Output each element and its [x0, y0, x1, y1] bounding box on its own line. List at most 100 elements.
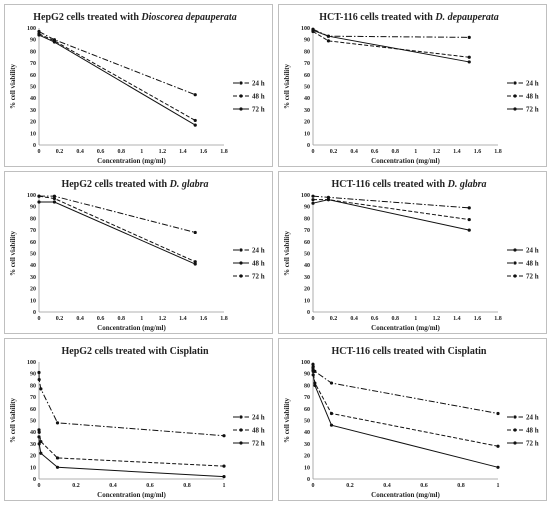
chart-title-part: HCT-116 cells treated with — [331, 179, 447, 190]
series-line — [38, 429, 225, 467]
legend-label: 24 h — [252, 247, 265, 255]
x-tick-label: 0.4 — [109, 483, 117, 489]
x-tick-label: 1.6 — [200, 316, 208, 322]
y-tick-label: 80 — [304, 49, 310, 55]
data-point — [326, 195, 331, 199]
data-point — [37, 377, 41, 382]
x-axis-label: Concentration (mg/ml) — [371, 157, 440, 165]
y-tick-label: 0 — [307, 310, 310, 316]
series-line — [312, 195, 470, 209]
y-tick-label: 40 — [304, 263, 310, 269]
y-axis-label: % cell viability — [283, 63, 291, 109]
legend-marker — [239, 441, 243, 445]
data-point — [39, 439, 43, 444]
y-tick-label: 20 — [30, 120, 36, 126]
x-tick-label: 1.6 — [474, 149, 482, 155]
x-tick-label: 0.4 — [76, 316, 84, 322]
data-point — [37, 29, 41, 34]
x-tick-label: 0.2 — [72, 483, 80, 489]
data-point — [326, 39, 331, 43]
data-point — [467, 206, 471, 210]
y-tick-label: 70 — [304, 395, 310, 401]
y-tick-label: 20 — [304, 454, 310, 460]
legend-label: 72 h — [526, 273, 539, 281]
data-point — [37, 370, 41, 375]
series-line — [39, 201, 196, 265]
legend-marker — [239, 248, 243, 252]
legend-marker — [239, 81, 243, 85]
x-axis-label: Concentration (mg/ml) — [371, 491, 440, 499]
series-line — [38, 31, 196, 96]
legend-marker — [239, 274, 243, 278]
x-tick-label: 1.4 — [179, 149, 187, 155]
y-tick-label: 70 — [30, 61, 36, 67]
y-tick-label: 50 — [304, 85, 310, 91]
legend-label: 72 h — [252, 440, 265, 448]
chart-title: HepG2 cells treated with D. glabra — [61, 179, 208, 190]
legend-label: 72 h — [252, 273, 265, 281]
data-point — [193, 93, 197, 97]
x-axis-label: Concentration (mg/ml) — [97, 157, 166, 165]
legend-marker — [513, 94, 517, 98]
x-tick-label: 1 — [223, 483, 226, 489]
y-tick-label: 100 — [27, 193, 36, 199]
legend-marker — [513, 107, 517, 111]
x-tick-label: 1 — [414, 316, 417, 322]
series-line — [313, 199, 470, 221]
data-point — [37, 435, 41, 439]
series-line — [312, 199, 470, 231]
data-point — [55, 465, 60, 469]
x-tick-label: 0.8 — [117, 316, 125, 322]
y-axis-label: % cell viability — [283, 230, 291, 276]
series-line — [38, 436, 225, 478]
chart-title-part: HepG2 cells treated with Cisplatin — [61, 346, 208, 357]
x-tick-label: 0 — [38, 316, 41, 322]
chart-svg: HCT-116 cells treated with Cisplatin0102… — [283, 346, 539, 499]
x-tick-label: 0 — [312, 316, 315, 322]
y-tick-label: 100 — [27, 26, 36, 32]
data-point — [193, 118, 197, 123]
y-tick-label: 40 — [30, 96, 36, 102]
y-tick-label: 60 — [304, 407, 310, 413]
data-point — [39, 387, 43, 391]
y-tick-label: 0 — [307, 143, 310, 149]
x-tick-label: 1 — [414, 149, 417, 155]
y-tick-label: 80 — [304, 383, 310, 389]
data-point — [52, 194, 57, 198]
x-axis-label: Concentration (mg/ml) — [97, 491, 166, 499]
y-tick-label: 60 — [30, 407, 36, 413]
y-tick-label: 0 — [33, 310, 36, 316]
series-line — [312, 31, 470, 58]
legend-label: 48 h — [252, 427, 265, 435]
y-tick-label: 0 — [33, 477, 36, 483]
data-point — [193, 230, 197, 235]
chart-panel-5: HepG2 cells treated with Cisplatin 0 10 20 3… — [4, 338, 273, 501]
y-tick-label: 80 — [30, 383, 36, 389]
y-tick-label: 50 — [30, 85, 36, 91]
legend-marker — [513, 441, 517, 445]
x-tick-label: 0.4 — [76, 149, 84, 155]
legend-marker — [513, 81, 517, 85]
legend-marker — [513, 248, 517, 252]
x-tick-label: 1.8 — [220, 316, 228, 322]
legend-label: 48 h — [526, 93, 539, 101]
x-tick-label: 0.2 — [56, 149, 64, 155]
data-point — [37, 33, 41, 37]
legend-marker — [513, 415, 517, 419]
chart-svg: HCT-116 cells treated with D. glabra0102… — [283, 179, 539, 332]
x-tick-label: 0.4 — [383, 483, 391, 489]
data-point — [467, 60, 471, 64]
x-tick-label: 1.2 — [433, 316, 441, 322]
x-tick-label: 1.8 — [220, 149, 228, 155]
x-tick-label: 0.8 — [183, 483, 191, 489]
x-tick-label: 1.2 — [159, 149, 167, 155]
chart-title-part: HCT-116 cells treated with — [319, 12, 435, 23]
data-point — [329, 411, 334, 416]
legend-marker — [239, 415, 243, 419]
y-tick-label: 90 — [30, 205, 36, 211]
data-point — [496, 465, 500, 469]
data-point — [329, 381, 334, 385]
x-tick-label: 0.6 — [97, 316, 105, 322]
data-point — [467, 228, 471, 232]
x-tick-label: 0.8 — [117, 149, 125, 155]
